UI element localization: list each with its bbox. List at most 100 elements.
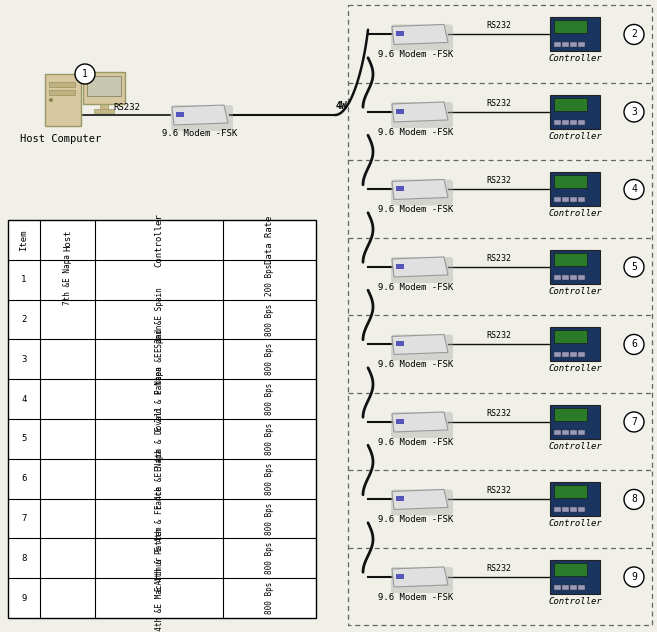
Text: Controller: Controller bbox=[548, 597, 602, 606]
Bar bbox=[570, 120, 577, 125]
Text: E 4th &E Napa: E 4th &E Napa bbox=[154, 449, 164, 509]
FancyBboxPatch shape bbox=[391, 334, 453, 360]
Bar bbox=[578, 275, 585, 280]
Polygon shape bbox=[172, 105, 228, 125]
Text: Item: Item bbox=[20, 229, 28, 251]
Bar bbox=[578, 430, 585, 435]
Text: 800 Bps: 800 Bps bbox=[265, 463, 274, 495]
Circle shape bbox=[624, 102, 644, 122]
Bar bbox=[554, 120, 561, 125]
Bar bbox=[578, 585, 585, 590]
Bar bbox=[570, 197, 577, 202]
Text: 6: 6 bbox=[631, 339, 637, 349]
Text: 7th &E Napa: 7th &E Napa bbox=[63, 254, 72, 305]
Text: Controller: Controller bbox=[548, 54, 602, 63]
Bar bbox=[550, 250, 600, 284]
Text: 9.6 Modem -FSK: 9.6 Modem -FSK bbox=[378, 516, 453, 525]
Text: E 4th & Patten: E 4th & Patten bbox=[154, 526, 164, 591]
Bar bbox=[94, 109, 114, 113]
Bar bbox=[562, 353, 569, 358]
Bar bbox=[570, 275, 577, 280]
Bar bbox=[396, 497, 404, 501]
Bar bbox=[8, 220, 316, 618]
Text: 800 Bps: 800 Bps bbox=[265, 542, 274, 574]
Bar bbox=[554, 408, 587, 421]
Bar bbox=[396, 32, 404, 37]
FancyBboxPatch shape bbox=[171, 105, 233, 131]
Polygon shape bbox=[392, 567, 448, 587]
Text: 800 Bps: 800 Bps bbox=[265, 423, 274, 455]
Circle shape bbox=[624, 257, 644, 277]
Bar bbox=[396, 264, 404, 269]
Polygon shape bbox=[392, 102, 448, 122]
Text: RS232: RS232 bbox=[113, 103, 140, 112]
Bar bbox=[554, 331, 587, 343]
Bar bbox=[176, 112, 184, 117]
Bar bbox=[550, 405, 600, 439]
Bar bbox=[49, 90, 75, 95]
Bar bbox=[578, 120, 585, 125]
Text: 9.6 Modem -FSK: 9.6 Modem -FSK bbox=[378, 205, 453, 214]
Polygon shape bbox=[392, 412, 448, 432]
Bar bbox=[562, 197, 569, 202]
Text: 4: 4 bbox=[631, 185, 637, 195]
Bar bbox=[87, 76, 121, 96]
Bar bbox=[562, 585, 569, 590]
Circle shape bbox=[624, 412, 644, 432]
Text: E 4th &E MacArthur: E 4th &E MacArthur bbox=[154, 556, 164, 632]
Text: RS232: RS232 bbox=[486, 331, 512, 341]
Text: Controller: Controller bbox=[548, 209, 602, 219]
Bar bbox=[554, 507, 561, 513]
Bar bbox=[570, 430, 577, 435]
Bar bbox=[100, 104, 108, 110]
Text: Controller: Controller bbox=[548, 442, 602, 451]
Text: 2: 2 bbox=[21, 315, 27, 324]
Bar bbox=[550, 173, 600, 207]
FancyBboxPatch shape bbox=[391, 567, 453, 593]
Text: 7: 7 bbox=[21, 514, 27, 523]
Bar bbox=[396, 341, 404, 346]
Text: RS232: RS232 bbox=[486, 99, 512, 108]
Text: RS232: RS232 bbox=[486, 176, 512, 185]
Bar bbox=[550, 95, 600, 129]
Bar bbox=[554, 20, 587, 33]
Bar bbox=[550, 560, 600, 594]
Bar bbox=[348, 5, 652, 625]
Text: Controller: Controller bbox=[548, 520, 602, 528]
Text: 3: 3 bbox=[21, 355, 27, 364]
Bar bbox=[570, 585, 577, 590]
FancyBboxPatch shape bbox=[391, 489, 453, 516]
Circle shape bbox=[624, 489, 644, 509]
Text: 8: 8 bbox=[21, 554, 27, 563]
Circle shape bbox=[49, 98, 53, 102]
Bar bbox=[562, 275, 569, 280]
Bar bbox=[49, 82, 75, 87]
Bar bbox=[562, 507, 569, 513]
FancyBboxPatch shape bbox=[391, 179, 453, 205]
Bar bbox=[554, 98, 587, 111]
Text: 1: 1 bbox=[82, 69, 88, 79]
Circle shape bbox=[624, 334, 644, 355]
Circle shape bbox=[624, 567, 644, 587]
Text: 3: 3 bbox=[631, 107, 637, 117]
Text: RS232: RS232 bbox=[486, 254, 512, 263]
Text: 800 Bps: 800 Bps bbox=[265, 343, 274, 375]
Text: 6: 6 bbox=[21, 474, 27, 483]
Text: 9.6 Modem -FSK: 9.6 Modem -FSK bbox=[162, 129, 238, 138]
Bar bbox=[562, 120, 569, 125]
Text: 9: 9 bbox=[631, 572, 637, 582]
Bar bbox=[578, 42, 585, 47]
Text: 9.6 Modem -FSK: 9.6 Modem -FSK bbox=[378, 128, 453, 137]
Text: 5: 5 bbox=[21, 434, 27, 444]
Text: 8: 8 bbox=[631, 494, 637, 504]
Text: 9.6 Modem -FSK: 9.6 Modem -FSK bbox=[378, 438, 453, 447]
Bar bbox=[578, 197, 585, 202]
Text: Controller: Controller bbox=[548, 365, 602, 374]
Bar bbox=[45, 74, 81, 126]
Bar bbox=[554, 430, 561, 435]
Text: Controller: Controller bbox=[548, 132, 602, 141]
Text: Controller: Controller bbox=[548, 287, 602, 296]
Text: 1: 1 bbox=[21, 275, 27, 284]
Bar bbox=[578, 353, 585, 358]
Text: 800 Bps: 800 Bps bbox=[265, 502, 274, 535]
